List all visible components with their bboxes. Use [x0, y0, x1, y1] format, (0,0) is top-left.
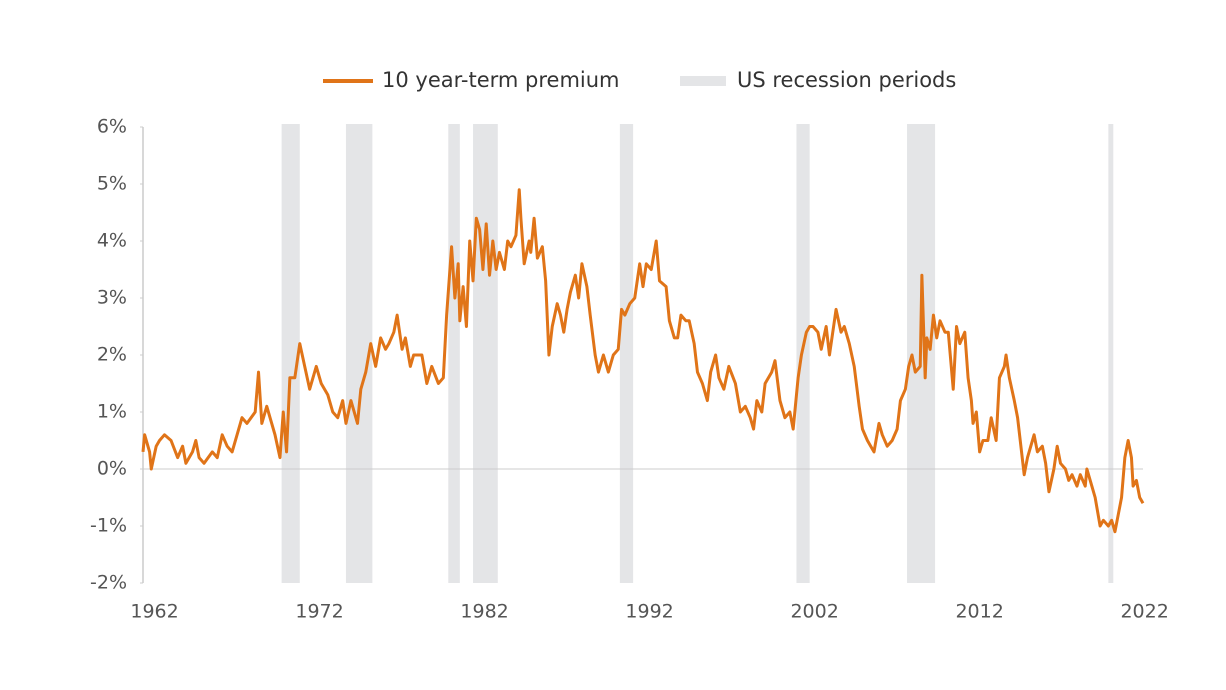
y-tick-label: 5%: [97, 173, 127, 195]
x-tick-label: 2002: [790, 601, 838, 623]
x-tick-label: 1962: [130, 601, 178, 623]
legend-label: 10 year-term premium: [382, 68, 620, 92]
term-premium-line: [141, 188, 1145, 534]
y-tick-label: 3%: [97, 287, 127, 309]
legend: 10 year-term premium US recession period…: [323, 68, 956, 92]
recession-band: [1108, 124, 1114, 583]
x-tick-label: 1982: [460, 601, 508, 623]
y-tick-label: 4%: [97, 230, 127, 252]
x-tick-label: 1992: [625, 601, 673, 623]
legend-label: US recession periods: [737, 68, 956, 92]
y-tick-label: 6%: [97, 116, 127, 138]
y-tick-label: 1%: [97, 401, 127, 423]
recession-band: [448, 124, 460, 583]
recession-band: [473, 124, 498, 583]
y-tick-label: -1%: [90, 515, 127, 537]
legend-shade-swatch: [680, 76, 726, 86]
recession-band: [619, 124, 634, 583]
x-tick-label: 1972: [295, 601, 343, 623]
x-tick-label: 2012: [955, 601, 1003, 623]
y-tick-label: -2%: [90, 572, 127, 594]
y-tick-label: 0%: [97, 458, 127, 480]
x-tick-label: 2022: [1120, 601, 1168, 623]
y-tick-label: 2%: [97, 344, 127, 366]
recession-band: [281, 124, 300, 583]
